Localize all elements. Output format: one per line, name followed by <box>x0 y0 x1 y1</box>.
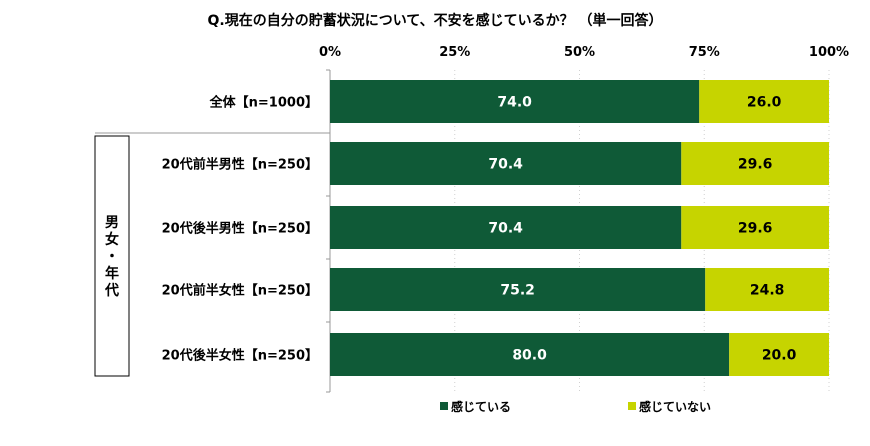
data-label: 70.4 <box>488 221 523 237</box>
legend-label: 感じていない <box>639 399 711 414</box>
bar-segment-feel <box>330 268 706 311</box>
x-tick-label: 100% <box>809 45 849 60</box>
bar-segment-not-feel <box>729 333 829 376</box>
data-label: 20.0 <box>762 348 797 364</box>
x-tick-label: 0% <box>319 45 341 60</box>
group-bracket <box>94 135 130 377</box>
category-label: 全体【n=1000】 <box>209 95 318 111</box>
group-label-char: 代 <box>104 282 119 299</box>
category-label: 20代後半男性【n=250】 <box>162 221 318 237</box>
legend-swatch <box>628 402 636 410</box>
chart-title: Q.現在の自分の貯蓄状況について、不安を感じているか？ （単一回答） <box>207 13 663 29</box>
bar-segment-not-feel <box>681 206 829 249</box>
bar-segment-feel <box>330 142 682 185</box>
category-label: 20代前半女性【n=250】 <box>162 283 318 299</box>
data-label: 29.6 <box>738 221 773 237</box>
legend-swatch <box>440 402 448 410</box>
category-label: 20代前半男性【n=250】 <box>162 157 318 173</box>
group-label-char: 女 <box>105 231 119 248</box>
data-label: 74.0 <box>497 95 532 111</box>
bar-segment-not-feel <box>681 142 829 185</box>
bar-segment-not-feel <box>705 268 829 311</box>
group-label-char: 年 <box>105 265 119 282</box>
data-label: 24.8 <box>750 283 785 299</box>
data-label: 75.2 <box>500 283 535 299</box>
bar-segment-feel <box>330 80 700 123</box>
category-label: 20代後半女性【n=250】 <box>162 348 318 364</box>
data-label: 80.0 <box>512 348 547 364</box>
x-tick-label: 50% <box>564 45 595 60</box>
bar-segment-feel <box>330 206 682 249</box>
x-tick-label: 75% <box>689 45 720 60</box>
data-label: 70.4 <box>488 157 523 173</box>
group-label-char: 男 <box>105 215 119 231</box>
data-label: 26.0 <box>747 95 782 111</box>
data-label: 29.6 <box>738 157 773 173</box>
bar-segment-not-feel <box>699 80 829 123</box>
group-label-char: ・ <box>105 249 119 265</box>
legend-label: 感じている <box>451 399 511 414</box>
bar-segment-feel <box>330 333 730 376</box>
x-tick-label: 25% <box>439 45 470 60</box>
